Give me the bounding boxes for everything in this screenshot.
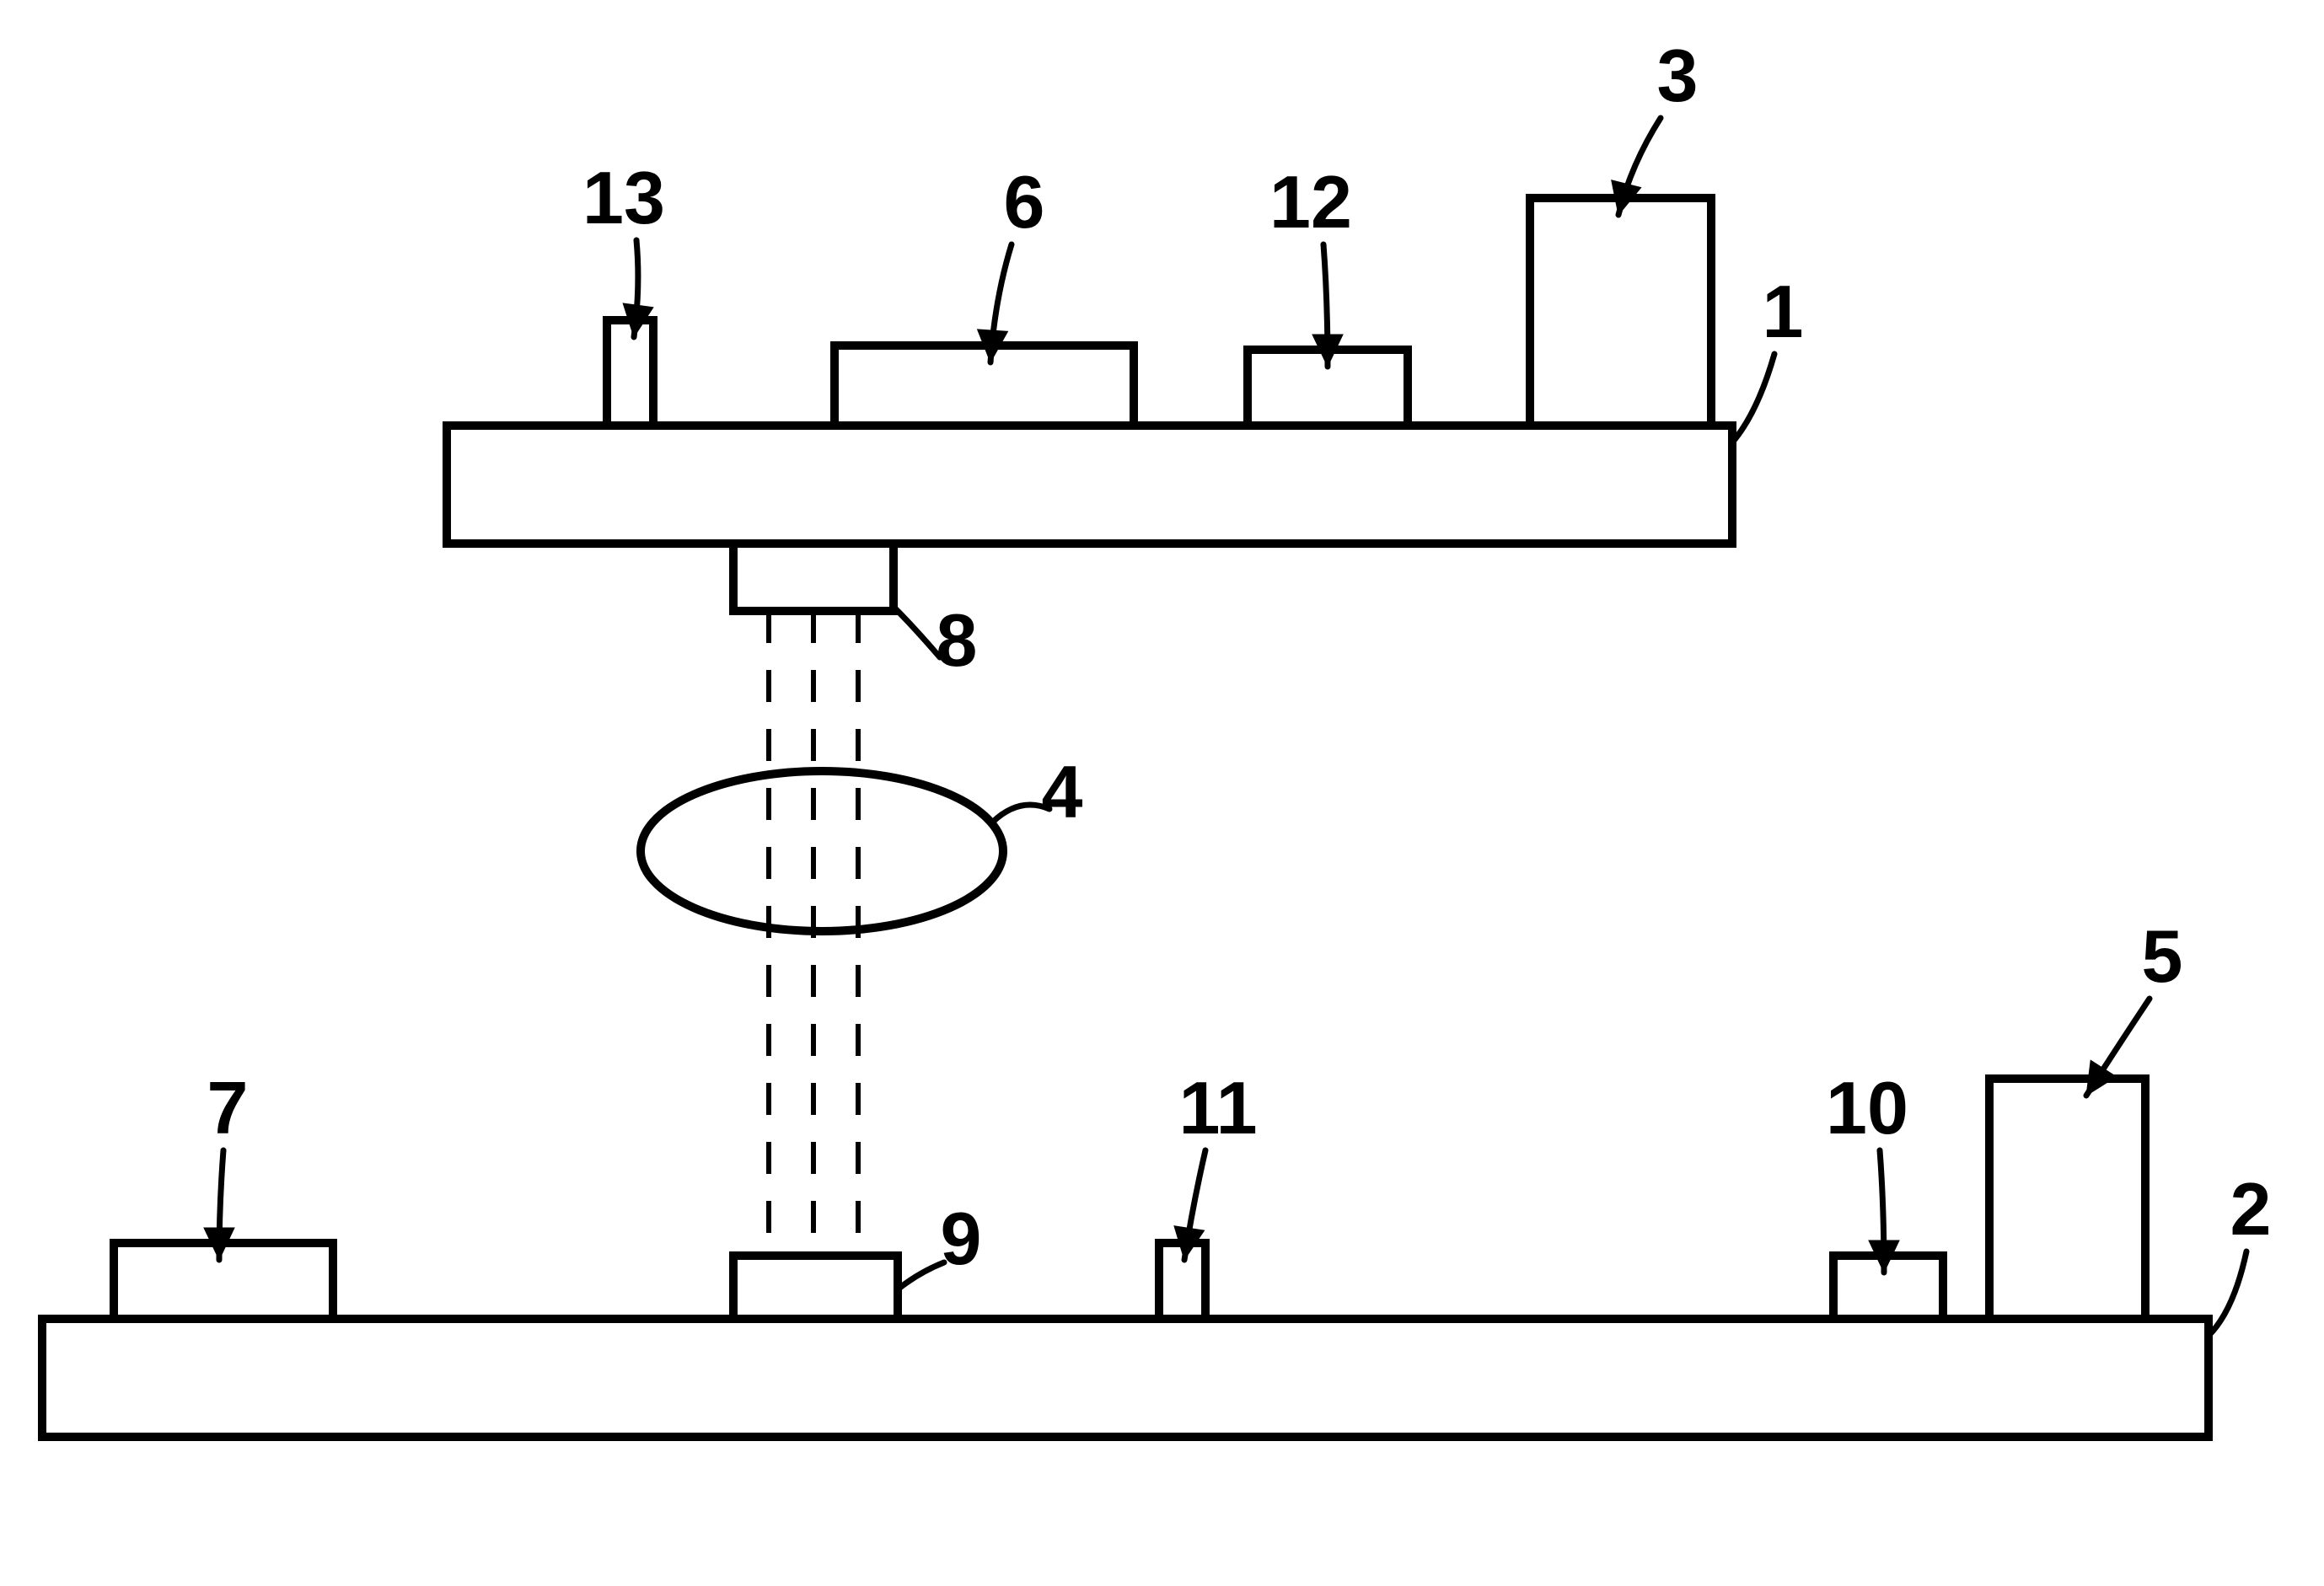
- lead-l2: [2209, 1251, 2246, 1336]
- block-b13: [607, 320, 653, 426]
- label-l1: 1: [1763, 270, 1804, 353]
- label-l7: 7: [207, 1066, 249, 1149]
- block-b3: [1530, 198, 1711, 426]
- label-l2: 2: [2230, 1167, 2272, 1251]
- label-l12: 12: [1269, 160, 1352, 244]
- lead-l1: [1732, 354, 1774, 442]
- block-b9: [733, 1256, 898, 1319]
- lead-l8: [894, 607, 940, 657]
- label-l5: 5: [2142, 914, 2183, 998]
- block-b10: [1833, 1256, 1943, 1319]
- board-top: [447, 426, 1732, 544]
- block-b8: [733, 544, 894, 611]
- diagram-stage: 12345678910111213: [0, 0, 2324, 1586]
- label-l9: 9: [941, 1197, 982, 1280]
- label-l13: 13: [582, 156, 665, 239]
- lead-l5-arrowhead: [2086, 1060, 2117, 1096]
- board-bottom: [42, 1319, 2209, 1437]
- lead-l9: [898, 1262, 944, 1289]
- label-l10: 10: [1826, 1066, 1908, 1149]
- label-l3: 3: [1657, 34, 1699, 117]
- block-b5: [1989, 1079, 2145, 1319]
- block-b7: [114, 1243, 333, 1319]
- label-l8: 8: [937, 598, 978, 682]
- label-l6: 6: [1004, 160, 1045, 244]
- lens-ellipse: [641, 771, 1003, 931]
- label-l4: 4: [1042, 750, 1083, 833]
- label-l11: 11: [1178, 1066, 1257, 1149]
- block-b6: [835, 346, 1134, 426]
